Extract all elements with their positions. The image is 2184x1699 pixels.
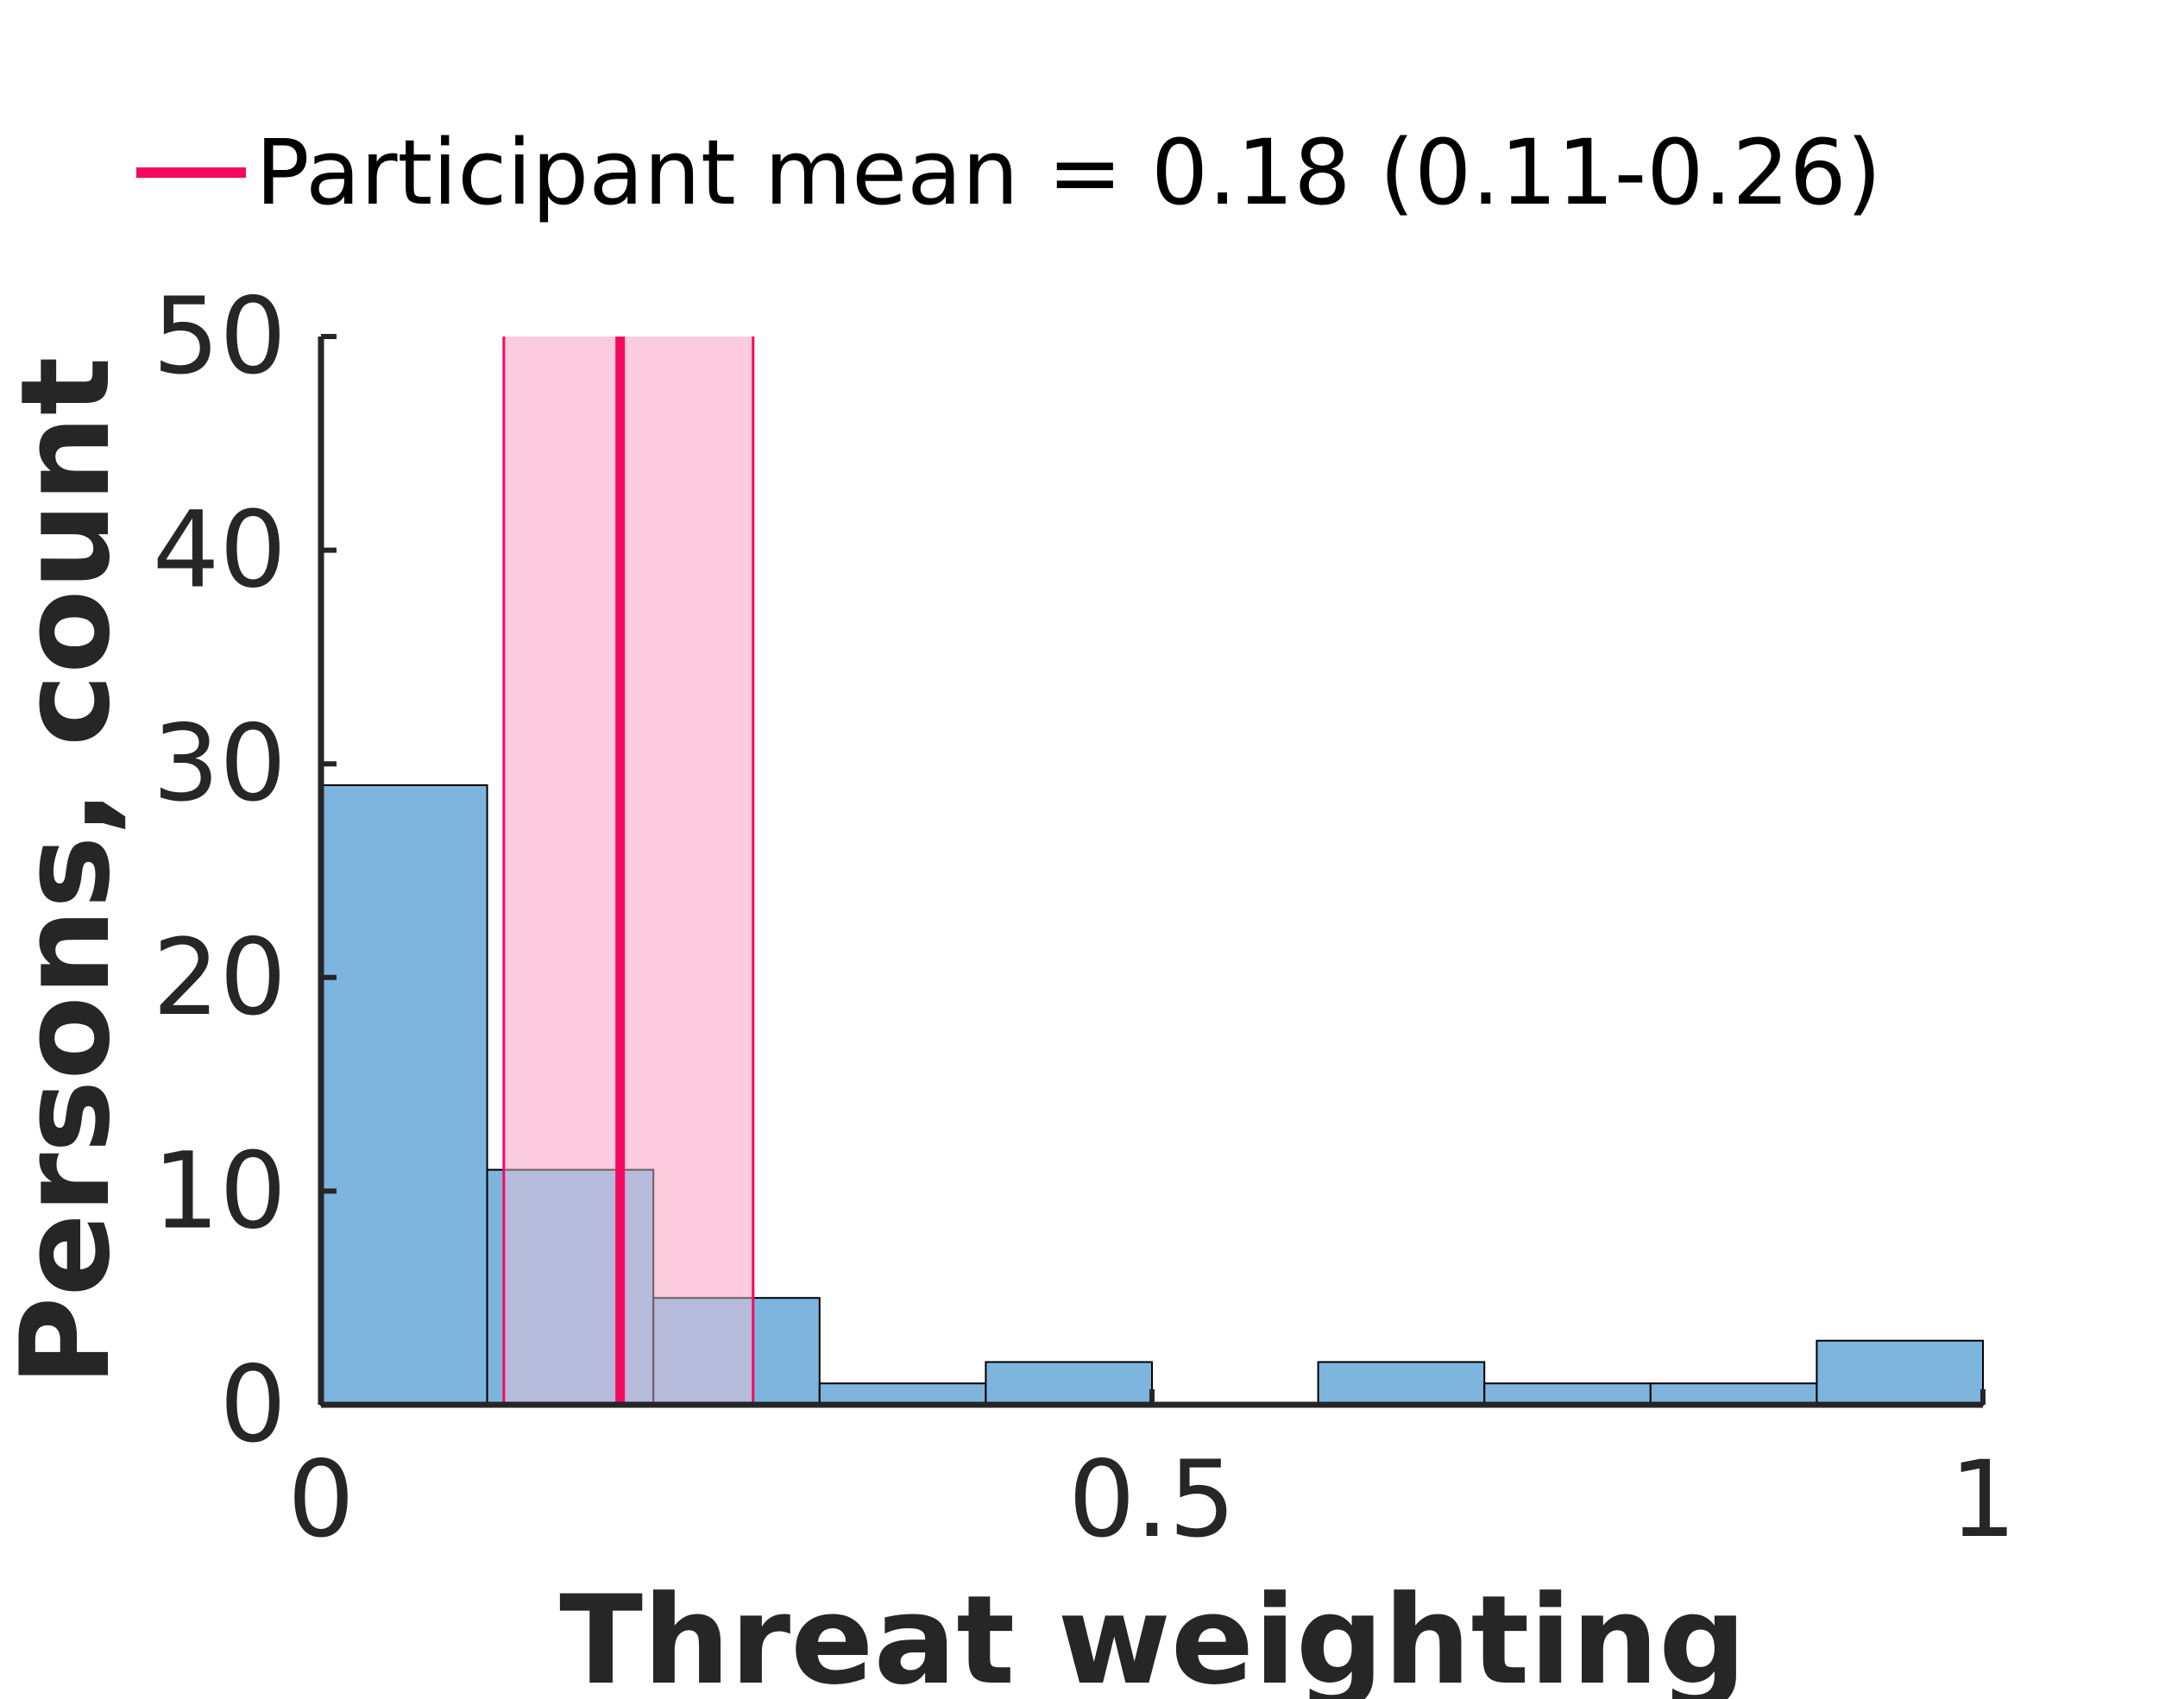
histogram-bar [1317, 1361, 1486, 1406]
histogram-bar [985, 1361, 1154, 1406]
x-ticks: 0 0.5 1 [287, 1389, 2017, 1561]
histogram-bar [1649, 1382, 1818, 1406]
histogram-bar [1816, 1339, 1984, 1406]
y-ticks: 0 10 20 30 40 50 [153, 275, 337, 1466]
y-tick-label: 10 [153, 1130, 286, 1252]
histogram-bar [486, 1168, 655, 1406]
ci-band-overlay [503, 337, 753, 1405]
histogram-bar [1483, 1382, 1652, 1406]
histogram-bar [652, 1297, 821, 1406]
histogram-bar [818, 1382, 987, 1406]
y-tick-label: 50 [153, 275, 286, 398]
y-tick-label: 30 [153, 702, 286, 825]
x-axis-title: Threat weighting [559, 1570, 1747, 1699]
y-tick-label: 0 [219, 1343, 286, 1466]
x-tick-label: 1 [1949, 1438, 2017, 1561]
x-tick-label: 0 [287, 1438, 355, 1561]
legend-label: Participant mean = 0.18 (0.11-0.26) [255, 120, 1881, 225]
y-axis-title: Persons, count [0, 356, 137, 1386]
y-tick-label: 40 [153, 489, 286, 612]
mean-line-group [502, 337, 755, 1405]
histogram-bars [320, 337, 1984, 1406]
y-tick-label: 20 [153, 916, 286, 1039]
x-tick-label: 0.5 [1068, 1438, 1236, 1561]
legend: Participant mean = 0.18 (0.11-0.26) [136, 120, 1881, 225]
histogram-bar [320, 783, 488, 1406]
